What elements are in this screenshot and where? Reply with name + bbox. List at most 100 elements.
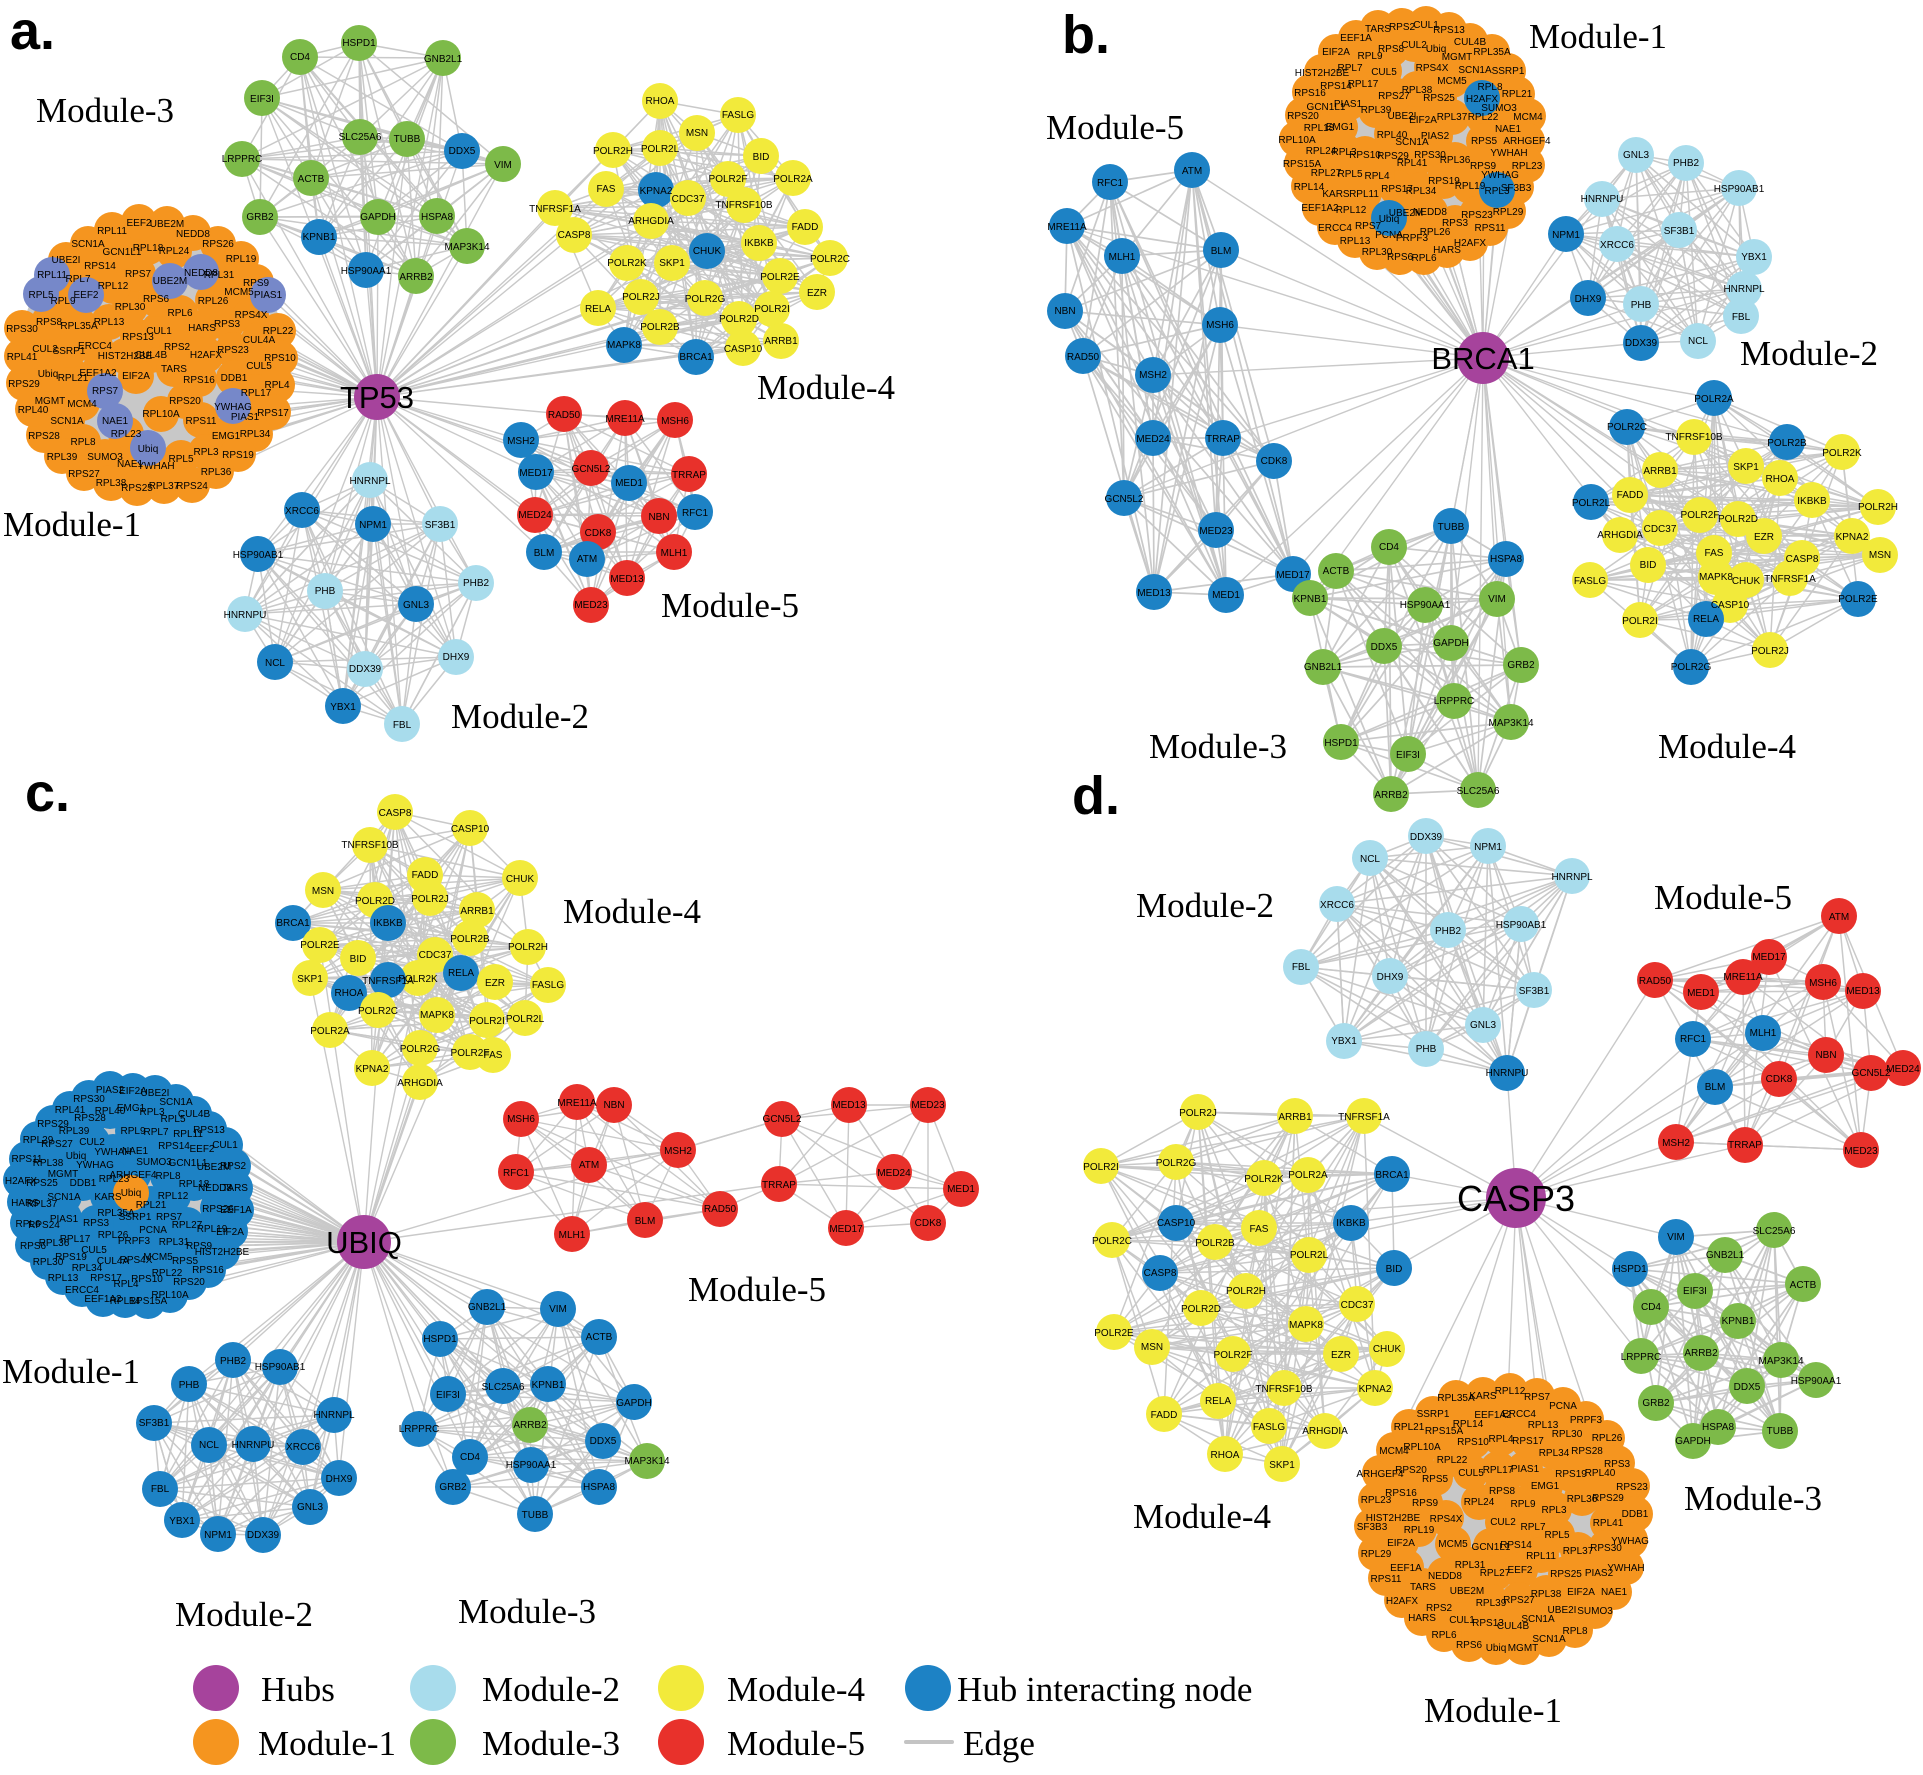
svg-text:HSP90AA1: HSP90AA1 [1400, 600, 1451, 611]
svg-text:NBN: NBN [603, 1100, 624, 1111]
svg-text:PHB: PHB [179, 1380, 200, 1391]
svg-text:RPS28: RPS28 [1571, 1446, 1603, 1457]
svg-text:d.: d. [1072, 766, 1120, 826]
svg-text:POLR2B: POLR2B [1767, 438, 1807, 449]
svg-text:EIF2A: EIF2A [122, 371, 150, 382]
svg-text:POLR2K: POLR2K [1822, 448, 1862, 459]
svg-text:RHOA: RHOA [1211, 1450, 1240, 1461]
svg-text:FADD: FADD [1617, 490, 1644, 501]
svg-text:EIF2A: EIF2A [1322, 47, 1350, 58]
svg-text:RHOA: RHOA [1766, 474, 1795, 485]
svg-text:HIST2H2BE: HIST2H2BE [1295, 68, 1350, 79]
svg-text:RPL11: RPL11 [37, 270, 67, 281]
svg-text:TNFRSF1A: TNFRSF1A [362, 976, 414, 987]
svg-text:Module-1: Module-1 [2, 1352, 140, 1391]
svg-text:SF3B1: SF3B1 [1664, 226, 1695, 237]
svg-text:NBN: NBN [1054, 306, 1075, 317]
svg-text:ATM: ATM [577, 554, 597, 565]
svg-text:RPS13: RPS13 [1433, 25, 1465, 36]
svg-text:HSPD1: HSPD1 [1324, 738, 1358, 749]
svg-text:CUL5: CUL5 [1458, 1468, 1484, 1479]
svg-text:Module-3: Module-3 [1684, 1479, 1822, 1518]
svg-text:MGMT: MGMT [1442, 52, 1473, 63]
svg-text:RPS25: RPS25 [1423, 93, 1455, 104]
svg-text:KPNA2: KPNA2 [640, 186, 673, 197]
svg-text:Module-5: Module-5 [1654, 878, 1792, 917]
svg-text:FADD: FADD [1151, 1410, 1178, 1421]
svg-text:RPS6: RPS6 [20, 1241, 47, 1252]
svg-text:RPL17: RPL17 [60, 1234, 91, 1245]
svg-text:RPS17: RPS17 [1381, 184, 1413, 195]
svg-text:EEF1A2: EEF1A2 [79, 368, 117, 379]
svg-text:RPL31: RPL31 [204, 270, 235, 281]
svg-text:EZR: EZR [1331, 1350, 1351, 1361]
svg-text:Module-1: Module-1 [3, 505, 141, 544]
svg-text:RPL39: RPL39 [1361, 105, 1392, 116]
svg-text:DDX39: DDX39 [1625, 338, 1658, 349]
svg-text:POLR2B: POLR2B [640, 322, 680, 333]
svg-text:RPL35A: RPL35A [1473, 47, 1511, 58]
svg-text:SCN1A: SCN1A [159, 1097, 193, 1108]
svg-text:HSP90AA1: HSP90AA1 [506, 1460, 557, 1471]
svg-text:RPL6: RPL6 [1431, 1630, 1456, 1641]
svg-text:MAPK8: MAPK8 [607, 340, 641, 351]
svg-text:RPL3: RPL3 [193, 447, 218, 458]
svg-text:MAPK8: MAPK8 [1699, 572, 1733, 583]
svg-text:RPL5: RPL5 [28, 290, 53, 301]
svg-text:MCM4: MCM4 [1513, 112, 1543, 123]
svg-text:POLR2I: POLR2I [754, 304, 790, 315]
svg-text:SF3B1: SF3B1 [139, 1418, 170, 1429]
svg-text:RPL23: RPL23 [1361, 1495, 1392, 1506]
svg-text:RELA: RELA [1693, 614, 1719, 625]
svg-text:CDK8: CDK8 [1766, 1074, 1793, 1085]
svg-text:YWHAG: YWHAG [1481, 170, 1519, 181]
svg-text:CHUK: CHUK [1732, 576, 1761, 587]
svg-text:PCNA: PCNA [1549, 1401, 1577, 1412]
svg-text:RPS8: RPS8 [1378, 44, 1405, 55]
svg-text:CHUK: CHUK [506, 874, 535, 885]
svg-text:HSPA8: HSPA8 [583, 1482, 615, 1493]
svg-text:RPL36: RPL36 [1440, 155, 1471, 166]
svg-text:UBE2I: UBE2I [141, 1088, 170, 1099]
svg-text:DHX9: DHX9 [1575, 294, 1602, 305]
svg-text:RPL19: RPL19 [1455, 181, 1486, 192]
svg-text:RPL39: RPL39 [59, 1126, 90, 1137]
svg-text:SF3B3: SF3B3 [1357, 1522, 1388, 1533]
svg-text:IKBKB: IKBKB [373, 918, 403, 929]
svg-text:XRCC6: XRCC6 [1320, 900, 1354, 911]
svg-text:ARHGDIA: ARHGDIA [397, 1078, 443, 1089]
svg-text:RPS7: RPS7 [1355, 221, 1382, 232]
svg-text:DDB1: DDB1 [70, 1178, 97, 1189]
svg-text:TRRAP: TRRAP [1206, 434, 1240, 445]
svg-text:RPL40: RPL40 [18, 405, 49, 416]
svg-text:UBIQ: UBIQ [326, 1225, 402, 1260]
svg-text:POLR2C: POLR2C [810, 254, 850, 265]
svg-text:HSPA8: HSPA8 [1490, 554, 1522, 565]
svg-text:RPL9: RPL9 [50, 296, 75, 307]
svg-text:HSPA8: HSPA8 [1702, 1422, 1734, 1433]
svg-text:RPS17: RPS17 [257, 408, 289, 419]
svg-text:MED13: MED13 [610, 574, 644, 585]
svg-text:MSH2: MSH2 [1139, 370, 1167, 381]
svg-text:RPL4: RPL4 [1488, 1434, 1513, 1445]
svg-text:YWHAH: YWHAH [137, 461, 174, 472]
svg-text:EMG1: EMG1 [212, 431, 241, 442]
svg-text:NCL: NCL [265, 658, 285, 669]
svg-text:RPS29: RPS29 [8, 379, 40, 390]
svg-text:RPS5: RPS5 [1422, 1474, 1449, 1485]
svg-text:c.: c. [25, 763, 70, 823]
svg-text:POLR2F: POLR2F [451, 1048, 490, 1059]
svg-text:SKP1: SKP1 [659, 258, 685, 269]
svg-text:RPS7: RPS7 [125, 269, 152, 280]
svg-text:RPL38: RPL38 [1402, 85, 1433, 96]
svg-text:DDX5: DDX5 [1734, 1382, 1761, 1393]
svg-text:POLR2L: POLR2L [1290, 1250, 1329, 1261]
svg-text:RPL5: RPL5 [168, 454, 193, 465]
svg-text:HSP90AA1: HSP90AA1 [341, 266, 392, 277]
svg-text:FBL: FBL [393, 720, 412, 731]
svg-text:RPS16: RPS16 [1385, 1488, 1417, 1499]
svg-text:RPL24: RPL24 [1306, 146, 1337, 157]
svg-text:CDK8: CDK8 [585, 528, 612, 539]
svg-text:RPS23: RPS23 [1616, 1482, 1648, 1493]
svg-text:FADD: FADD [412, 870, 439, 881]
